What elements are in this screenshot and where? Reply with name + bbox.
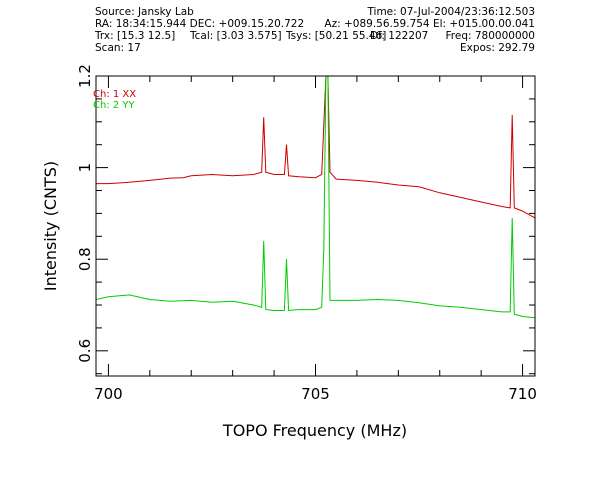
header-tcal: Tcal: [3.03 3.575] <box>189 30 282 42</box>
series-layer <box>96 76 535 319</box>
header-time: Time: 07-Jul-2004/23:36:12.503 <box>366 6 535 18</box>
y-tick-label: 1.2 <box>76 64 94 88</box>
header-trx: Trx: [15.3 12.5] <box>94 30 175 42</box>
plot-frame <box>95 75 536 377</box>
header-scan: Scan: 17 <box>95 42 141 54</box>
header-source: Source: Jansky Lab <box>95 6 194 18</box>
x-axis-label: TOPO Frequency (MHz) <box>222 421 407 440</box>
y-tick-label: 0.8 <box>76 247 94 271</box>
x-tick-label: 710 <box>508 385 537 403</box>
tick-layer: 700 705 710 0.6 0.8 1 1.2 <box>76 64 537 403</box>
header-freq: Freq: 780000000 <box>446 30 536 42</box>
series-line-ch2 <box>96 76 535 319</box>
header-ra-dec: RA: 18:34:15.944 DEC: +009.15.20.722 <box>95 18 304 30</box>
y-axis-label: Intensity (CNTS) <box>41 161 60 291</box>
header-df: Df: 122207 <box>370 30 428 42</box>
series-line-ch1 <box>96 76 535 219</box>
legend-ch2: Ch: 2 YY <box>93 100 136 111</box>
x-tick-label: 700 <box>94 385 123 403</box>
header-az-el: Az: +089.56.59.754 El: +015.00.00.041 <box>324 18 535 30</box>
y-tick-label: 0.6 <box>76 339 94 363</box>
header-expos: Expos: 292.79 <box>460 42 535 54</box>
legend-ch1: Ch: 1 XX <box>93 89 136 100</box>
header-tsys: Tsys: [50.21 55.46] <box>285 30 386 42</box>
y-tick-label: 1 <box>76 163 94 173</box>
x-tick-label: 705 <box>301 385 330 403</box>
